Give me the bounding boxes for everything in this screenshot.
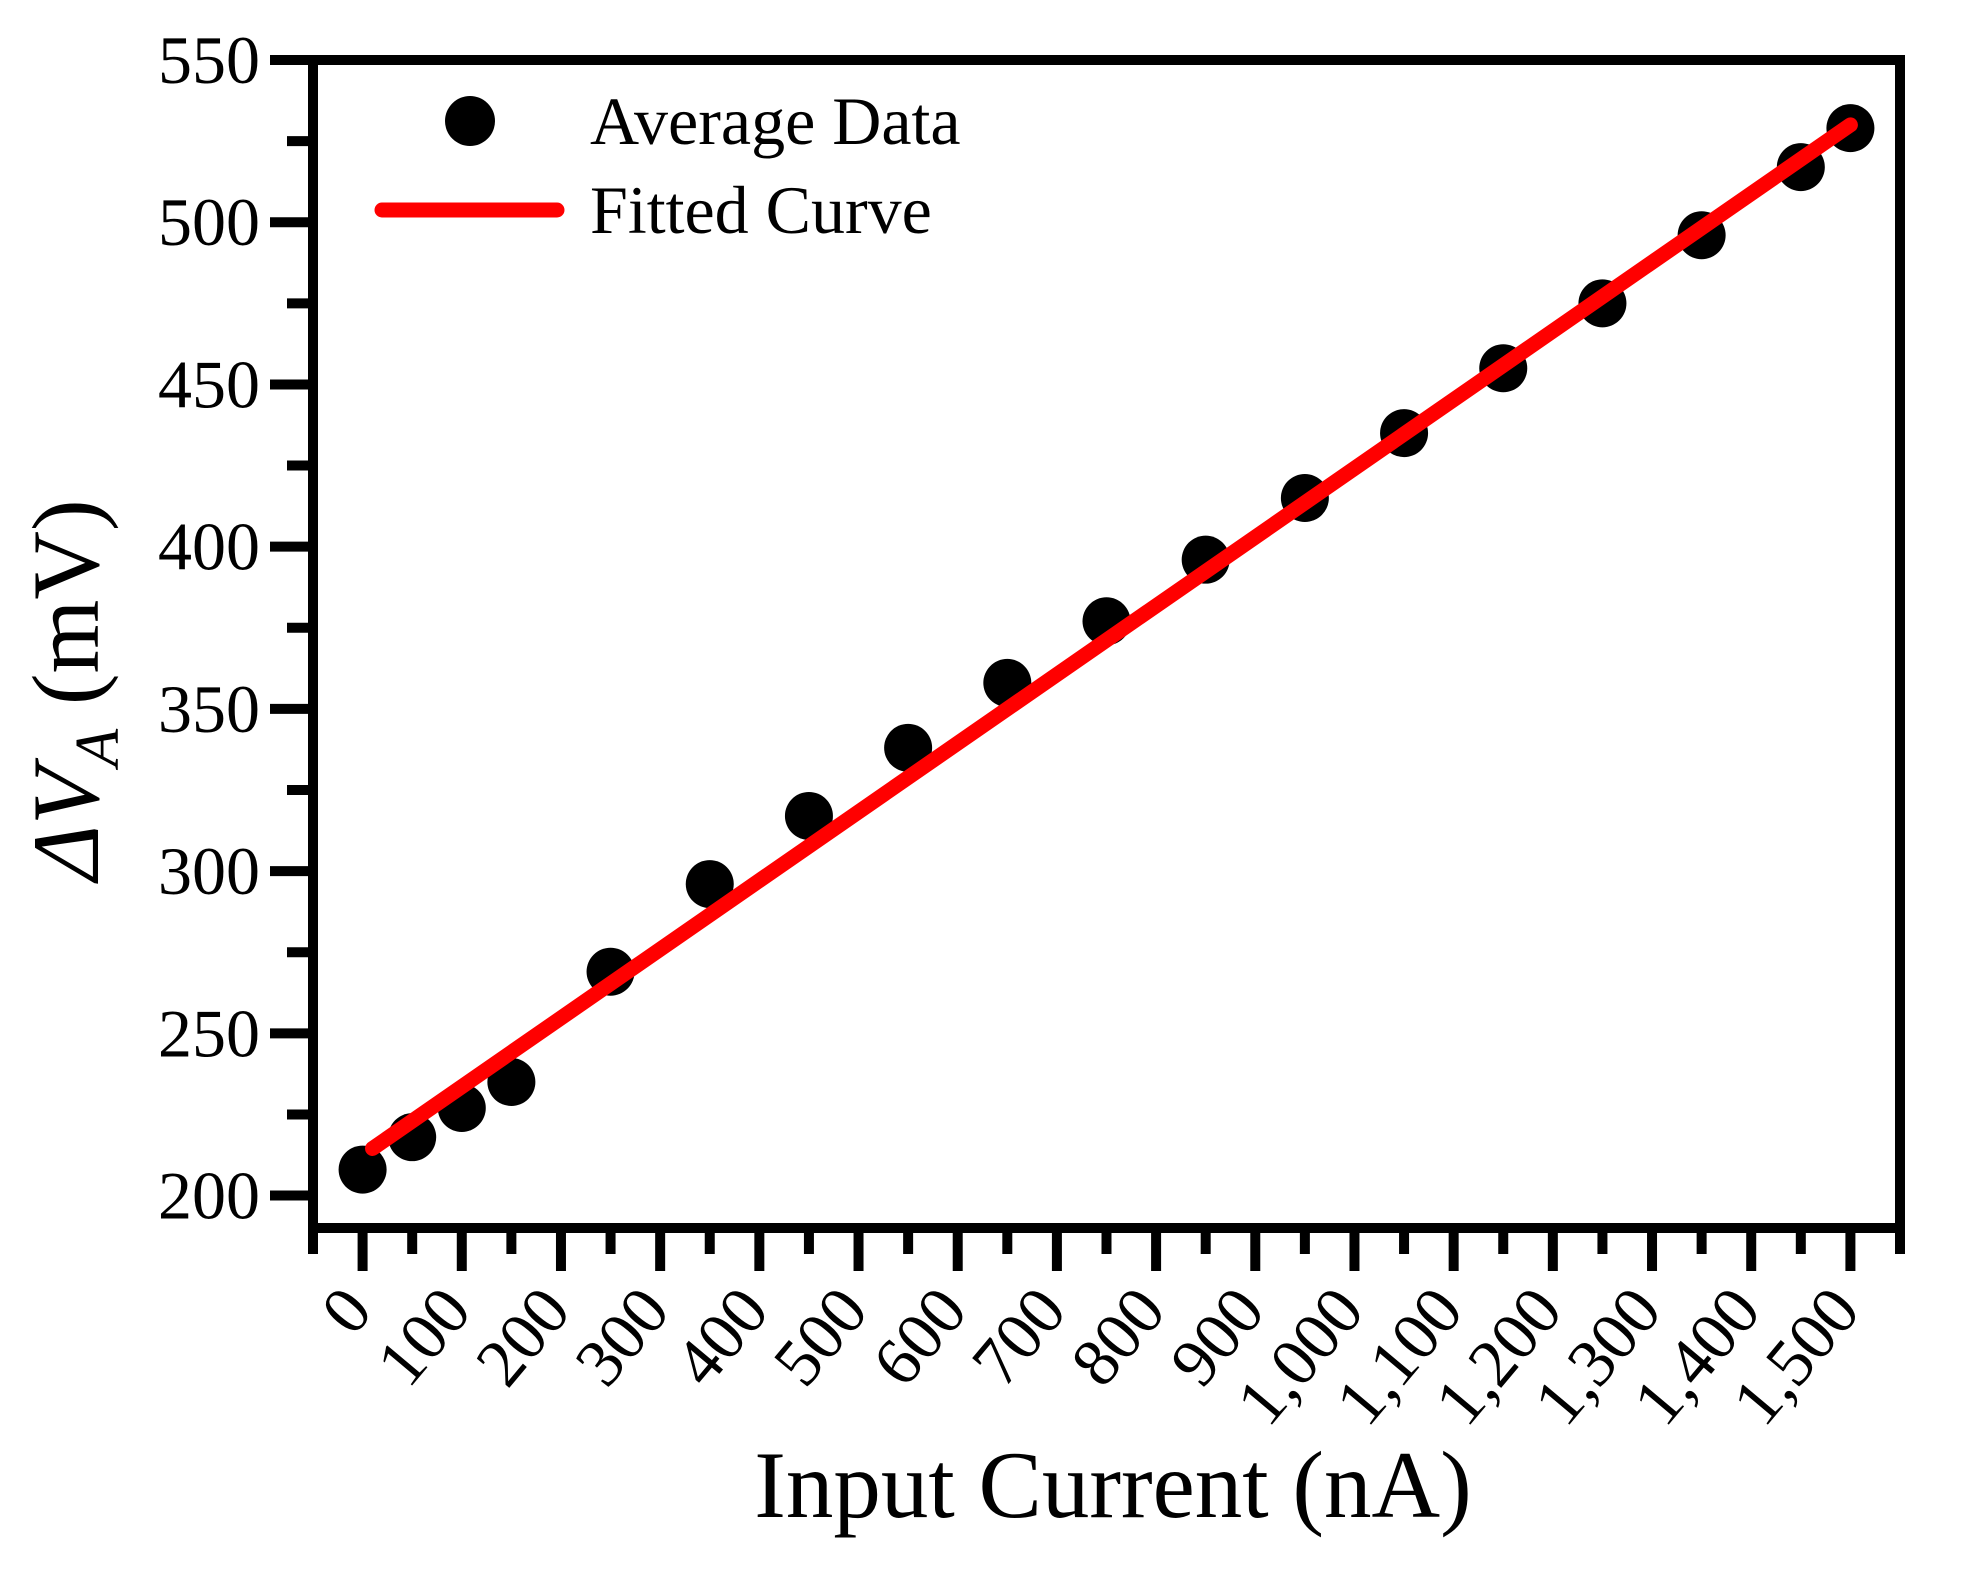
x-tick-label: 200 xyxy=(461,1273,585,1400)
legend-label-fitted-curve: Fitted Curve xyxy=(590,172,932,248)
series-layer xyxy=(338,104,1875,1194)
x-tick-label: 700 xyxy=(957,1273,1081,1400)
y-tick-label: 250 xyxy=(158,995,260,1071)
legend-label-average-data: Average Data xyxy=(590,83,961,159)
y-tick-label: 200 xyxy=(158,1158,260,1234)
fitted-line xyxy=(365,117,1858,1157)
y-tick-label: 350 xyxy=(158,671,260,747)
legend: Average Data Fitted Curve xyxy=(374,83,961,248)
y-tick-label: 300 xyxy=(158,833,260,909)
x-tick-label: 400 xyxy=(659,1273,783,1400)
axes-layer: 01002003004005006007008009001,0001,1001,… xyxy=(158,22,1905,1439)
data-point xyxy=(338,1145,387,1194)
data-point xyxy=(487,1058,536,1106)
data-point xyxy=(784,791,833,840)
x-tick-label: 100 xyxy=(361,1273,485,1400)
x-tick-label: 500 xyxy=(758,1273,882,1400)
y-tick-label: 400 xyxy=(158,509,260,585)
data-point xyxy=(884,723,933,772)
x-tick-label: 800 xyxy=(1056,1273,1180,1400)
y-tick-label: 500 xyxy=(158,184,260,260)
y-axis-title: ΔVA (mV) xyxy=(13,499,132,884)
y-tick-label: 450 xyxy=(158,346,260,422)
y-tick-label: 550 xyxy=(158,22,260,98)
x-tick-label: 600 xyxy=(857,1273,981,1400)
data-point xyxy=(685,860,734,909)
legend-marker-circle xyxy=(445,96,495,146)
x-tick-label: 300 xyxy=(560,1273,684,1400)
x-axis-title: Input Current (nA) xyxy=(754,1432,1472,1538)
